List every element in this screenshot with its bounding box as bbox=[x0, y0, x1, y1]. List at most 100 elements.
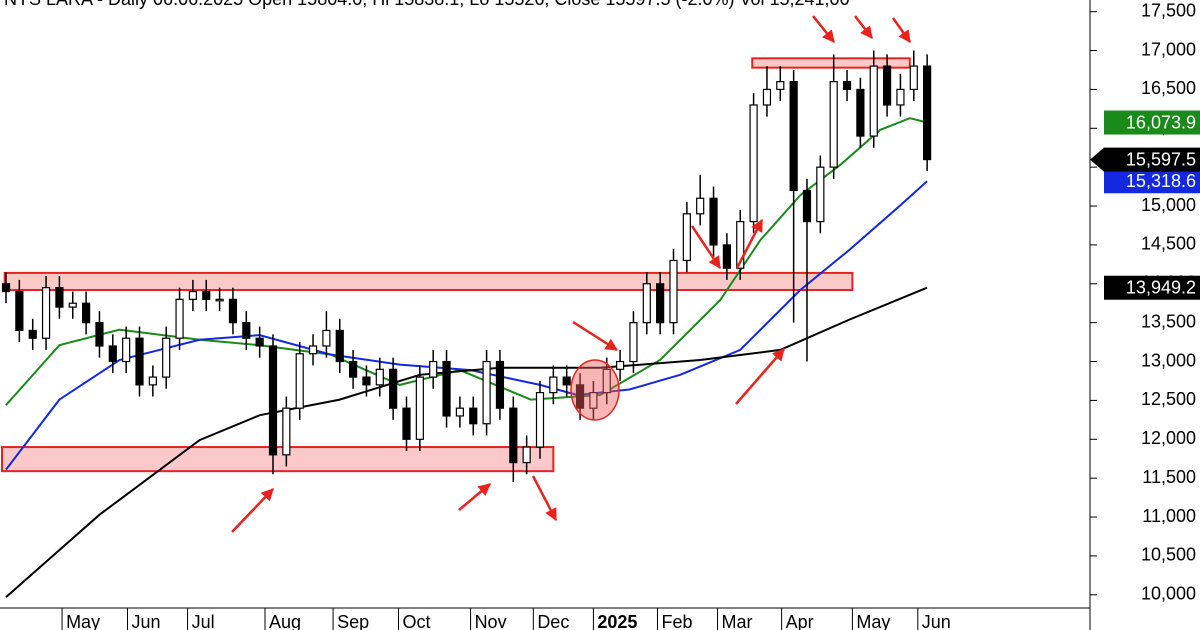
candle-body bbox=[402, 407, 411, 440]
value-tag-label: 13,949.2 bbox=[1126, 277, 1196, 297]
arrow bbox=[891, 17, 912, 44]
candle-body bbox=[255, 337, 264, 347]
value-tag bbox=[1104, 110, 1200, 135]
y-tick-label: 13,500 bbox=[1141, 311, 1196, 331]
arrow bbox=[572, 320, 619, 352]
x-tick-label: May bbox=[66, 612, 100, 630]
arrow bbox=[531, 475, 558, 522]
candle-body bbox=[82, 302, 91, 324]
candle-body bbox=[415, 376, 424, 440]
candle-body bbox=[656, 283, 665, 324]
candle-body bbox=[749, 104, 758, 223]
y-tick-label: 11,500 bbox=[1142, 467, 1196, 487]
candle-body bbox=[816, 166, 825, 223]
candle-body bbox=[509, 407, 518, 464]
x-tick-label: 2025 bbox=[597, 612, 637, 630]
candle-body bbox=[122, 337, 131, 363]
candle-body bbox=[68, 302, 77, 308]
x-tick-label: Nov bbox=[475, 612, 507, 630]
candle-body bbox=[308, 345, 318, 355]
arrow bbox=[231, 488, 274, 533]
candle-body bbox=[335, 329, 344, 363]
x-tick-label: Feb bbox=[661, 612, 692, 630]
x-tick-label: Jun bbox=[131, 612, 160, 630]
candle-body bbox=[602, 368, 611, 394]
candle-body bbox=[28, 329, 37, 339]
candle-body bbox=[829, 81, 838, 168]
arrow bbox=[854, 15, 873, 39]
candle-body bbox=[589, 392, 598, 409]
candle-body bbox=[896, 88, 905, 106]
arrow bbox=[812, 15, 835, 43]
y-tick-label: 12,500 bbox=[1141, 389, 1196, 409]
candle-body bbox=[495, 360, 505, 409]
candle-body bbox=[522, 446, 531, 464]
y-tick-label: 10,500 bbox=[1141, 545, 1196, 565]
candle-body bbox=[41, 287, 51, 339]
candle-body bbox=[215, 298, 224, 302]
candle-body bbox=[268, 345, 278, 456]
x-tick-label: May bbox=[856, 612, 890, 630]
arrow bbox=[735, 348, 785, 405]
candle-body bbox=[709, 197, 718, 246]
x-tick-label: Aug bbox=[269, 612, 301, 630]
candle-body bbox=[882, 65, 892, 106]
candle-body bbox=[535, 392, 545, 448]
candle-body bbox=[389, 368, 398, 409]
candle-body bbox=[575, 384, 585, 409]
y-tick-label: 16,500 bbox=[1141, 78, 1196, 98]
candle-body bbox=[135, 337, 144, 386]
candle-body bbox=[869, 65, 878, 137]
candle-body bbox=[789, 81, 798, 192]
candle-body bbox=[669, 259, 678, 324]
arrow bbox=[458, 483, 491, 511]
candle-body bbox=[95, 322, 104, 347]
candle-body bbox=[629, 322, 638, 363]
value-tag-label: 15,318.6 bbox=[1126, 171, 1196, 191]
candle-body bbox=[282, 407, 291, 456]
candle-body bbox=[162, 337, 171, 378]
candle-body bbox=[175, 298, 184, 339]
candle-body bbox=[228, 298, 238, 324]
candle-body bbox=[188, 290, 198, 300]
candle-body bbox=[148, 376, 157, 386]
candle-body bbox=[15, 290, 24, 332]
y-tick-label: 10,000 bbox=[1141, 584, 1196, 604]
candle-body bbox=[802, 189, 812, 223]
candle-body bbox=[348, 360, 358, 378]
x-tick-label: Apr bbox=[786, 612, 814, 630]
candle-body bbox=[429, 360, 438, 378]
value-tag-label: 15,597.5 bbox=[1126, 149, 1196, 169]
candle-body bbox=[442, 360, 451, 417]
zone bbox=[3, 271, 854, 292]
y-tick-label: 13,000 bbox=[1141, 350, 1196, 370]
candle-body bbox=[776, 81, 785, 91]
candle-body bbox=[1, 283, 11, 293]
candle-body bbox=[322, 329, 331, 347]
y-tick-label: 12,000 bbox=[1141, 428, 1196, 448]
moving-average bbox=[5, 286, 928, 598]
candle-body bbox=[469, 407, 478, 425]
candle-body bbox=[923, 65, 932, 161]
candle-body bbox=[736, 220, 745, 269]
candle-body bbox=[549, 376, 558, 394]
x-tick-label: Oct bbox=[402, 612, 430, 630]
y-tick-label: 14,500 bbox=[1141, 234, 1196, 254]
candle-body bbox=[615, 360, 625, 370]
candle-body bbox=[375, 368, 384, 386]
y-tick-label: 15,000 bbox=[1141, 195, 1196, 215]
candle-body bbox=[722, 244, 731, 269]
x-tick-label: Sep bbox=[337, 612, 369, 630]
candle-body bbox=[108, 345, 117, 363]
arrow bbox=[735, 218, 764, 269]
y-tick-label: 17,500 bbox=[1141, 0, 1196, 20]
zone bbox=[1, 446, 555, 473]
chart-title: NYS LARA - Daily 06.06.2025 Open 15804.0… bbox=[4, 0, 850, 9]
candle-body bbox=[202, 290, 211, 300]
y-tick-label: 11,000 bbox=[1142, 506, 1196, 526]
zone bbox=[751, 57, 911, 69]
candle-body bbox=[909, 65, 918, 91]
